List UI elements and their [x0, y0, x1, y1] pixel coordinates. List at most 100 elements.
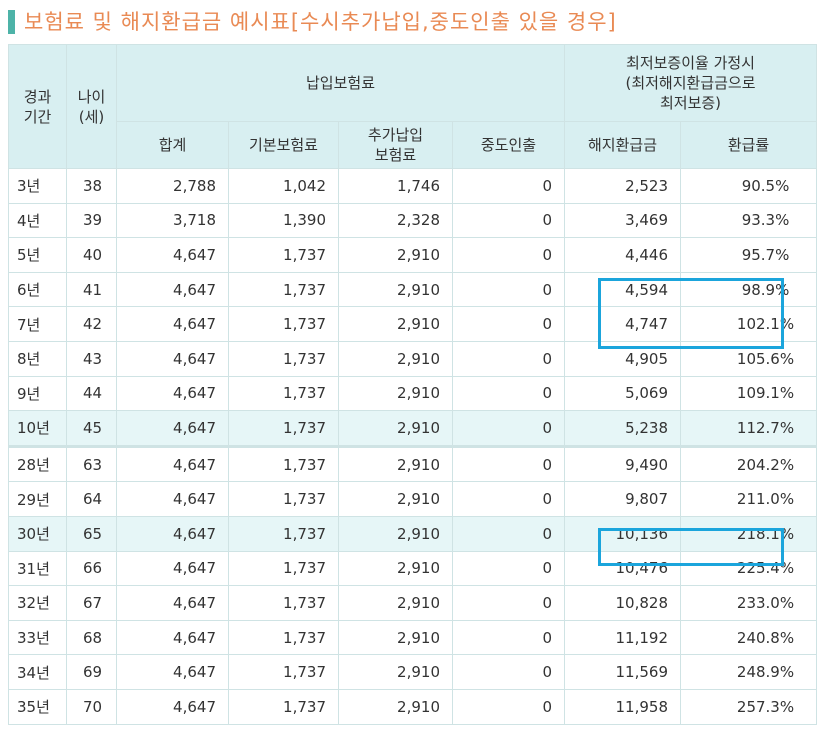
- header-base: 기본보험료: [228, 121, 339, 169]
- cell-additional: 2,910: [338, 481, 453, 517]
- cell-age: 63: [66, 444, 117, 483]
- cell-base: 1,737: [228, 271, 339, 308]
- cell-surrender: 10,136: [564, 515, 682, 552]
- cell-additional: 2,910: [338, 375, 453, 412]
- cell-period: 4년: [8, 202, 67, 239]
- cell-surrender: 3,469: [564, 202, 682, 239]
- cell-base: 1,737: [228, 515, 339, 552]
- cell-period: 9년: [8, 375, 67, 412]
- cell-total: 4,647: [116, 550, 229, 587]
- cell-rate: 105.6%: [680, 340, 818, 377]
- cell-rate: 95.7%: [680, 237, 818, 273]
- cell-withdrawal: 0: [451, 515, 566, 552]
- cell-period: 35년: [8, 688, 67, 725]
- table-row: 8년 43 4,647 1,737 2,910 0 4,905 105.6%: [8, 340, 818, 377]
- title-accent-bar: [8, 10, 15, 34]
- cell-additional: 2,910: [338, 550, 453, 587]
- cell-additional: 2,910: [338, 340, 453, 377]
- cell-additional: 2,910: [338, 515, 453, 552]
- cell-additional: 2,910: [338, 237, 453, 273]
- cell-surrender: 2,523: [564, 168, 682, 204]
- cell-period: 31년: [8, 550, 67, 587]
- cell-age: 65: [66, 515, 117, 552]
- cell-base: 1,737: [228, 410, 339, 447]
- cell-surrender: 10,476: [564, 550, 682, 587]
- cell-period: 33년: [8, 619, 67, 656]
- cell-additional: 2,910: [338, 619, 453, 656]
- cell-period: 5년: [8, 237, 67, 273]
- page-title: 보험료 및 해지환급금 예시표[수시추가납입,중도인출 있을 경우]: [24, 10, 617, 34]
- cell-total: 4,647: [116, 481, 229, 517]
- table-row: 4년 39 3,718 1,390 2,328 0 3,469 93.3%: [8, 202, 818, 239]
- title-area: 보험료 및 해지환급금 예시표[수시추가납입,중도인출 있을 경우]: [0, 0, 823, 42]
- table-row: 35년 70 4,647 1,737 2,910 0 11,958 257.3%: [8, 688, 818, 725]
- cell-rate: 240.8%: [680, 619, 818, 656]
- table-row: 7년 42 4,647 1,737 2,910 0 4,747 102.1%: [8, 306, 818, 342]
- cell-additional: 2,910: [338, 585, 453, 621]
- cell-age: 67: [66, 585, 117, 621]
- cell-rate: 248.9%: [680, 654, 818, 690]
- cell-withdrawal: 0: [451, 654, 566, 690]
- cell-total: 4,647: [116, 237, 229, 273]
- cell-period: 10년: [8, 410, 67, 447]
- table-row: 29년 64 4,647 1,737 2,910 0 9,807 211.0%: [8, 481, 818, 517]
- header-period: 경과 기간: [8, 44, 67, 169]
- cell-base: 1,042: [228, 168, 339, 204]
- cell-age: 69: [66, 654, 117, 690]
- cell-rate: 225.4%: [680, 550, 818, 587]
- cell-withdrawal: 0: [451, 688, 566, 725]
- cell-period: 6년: [8, 271, 67, 308]
- cell-age: 41: [66, 271, 117, 308]
- cell-total: 4,647: [116, 271, 229, 308]
- table-row: 33년 68 4,647 1,737 2,910 0 11,192 240.8%: [8, 619, 818, 656]
- cell-rate: 112.7%: [680, 410, 818, 447]
- cell-base: 1,737: [228, 237, 339, 273]
- cell-rate: 211.0%: [680, 481, 818, 517]
- cell-withdrawal: 0: [451, 202, 566, 239]
- table-row: 28년 63 4,647 1,737 2,910 0 9,490 204.2%: [8, 444, 818, 483]
- cell-surrender: 4,747: [564, 306, 682, 342]
- cell-withdrawal: 0: [451, 340, 566, 377]
- cell-additional: 1,746: [338, 168, 453, 204]
- table-row: 6년 41 4,647 1,737 2,910 0 4,594 98.9%: [8, 271, 818, 308]
- cell-surrender: 4,446: [564, 237, 682, 273]
- cell-additional: 2,910: [338, 410, 453, 447]
- table-row: 10년 45 4,647 1,737 2,910 0 5,238 112.7%: [8, 410, 818, 447]
- header-additional: 추가납입 보험료: [338, 121, 453, 169]
- cell-withdrawal: 0: [451, 444, 566, 483]
- cell-base: 1,737: [228, 654, 339, 690]
- cell-base: 1,737: [228, 585, 339, 621]
- cell-total: 4,647: [116, 619, 229, 656]
- cell-surrender: 10,828: [564, 585, 682, 621]
- cell-withdrawal: 0: [451, 481, 566, 517]
- cell-period: 7년: [8, 306, 67, 342]
- cell-total: 4,647: [116, 585, 229, 621]
- header-guarantee-group: 최저보증이율 가정시 (최저해지환급금으로 최저보증): [564, 44, 818, 122]
- cell-withdrawal: 0: [451, 619, 566, 656]
- cell-age: 43: [66, 340, 117, 377]
- cell-rate: 90.5%: [680, 168, 818, 204]
- cell-age: 45: [66, 410, 117, 447]
- cell-withdrawal: 0: [451, 306, 566, 342]
- cell-period: 34년: [8, 654, 67, 690]
- cell-surrender: 4,594: [564, 271, 682, 308]
- cell-age: 68: [66, 619, 117, 656]
- cell-period: 29년: [8, 481, 67, 517]
- cell-age: 38: [66, 168, 117, 204]
- cell-surrender: 11,569: [564, 654, 682, 690]
- table-row: 30년 65 4,647 1,737 2,910 0 10,136 218.1%: [8, 515, 818, 552]
- cell-rate: 257.3%: [680, 688, 818, 725]
- header-withdrawal: 중도인출: [451, 121, 566, 169]
- illustration-table: 경과 기간 나이 (세) 납입보험료 최저보증이율 가정시 (최저해지환급금으로 최저보…: [8, 44, 818, 725]
- cell-rate: 102.1%: [680, 306, 818, 342]
- cell-base: 1,737: [228, 375, 339, 412]
- cell-rate: 109.1%: [680, 375, 818, 412]
- cell-total: 4,647: [116, 306, 229, 342]
- cell-rate: 204.2%: [680, 444, 818, 483]
- cell-base: 1,737: [228, 619, 339, 656]
- cell-age: 44: [66, 375, 117, 412]
- cell-additional: 2,910: [338, 271, 453, 308]
- header-rate: 환급률: [680, 121, 818, 169]
- cell-base: 1,737: [228, 444, 339, 483]
- cell-total: 4,647: [116, 340, 229, 377]
